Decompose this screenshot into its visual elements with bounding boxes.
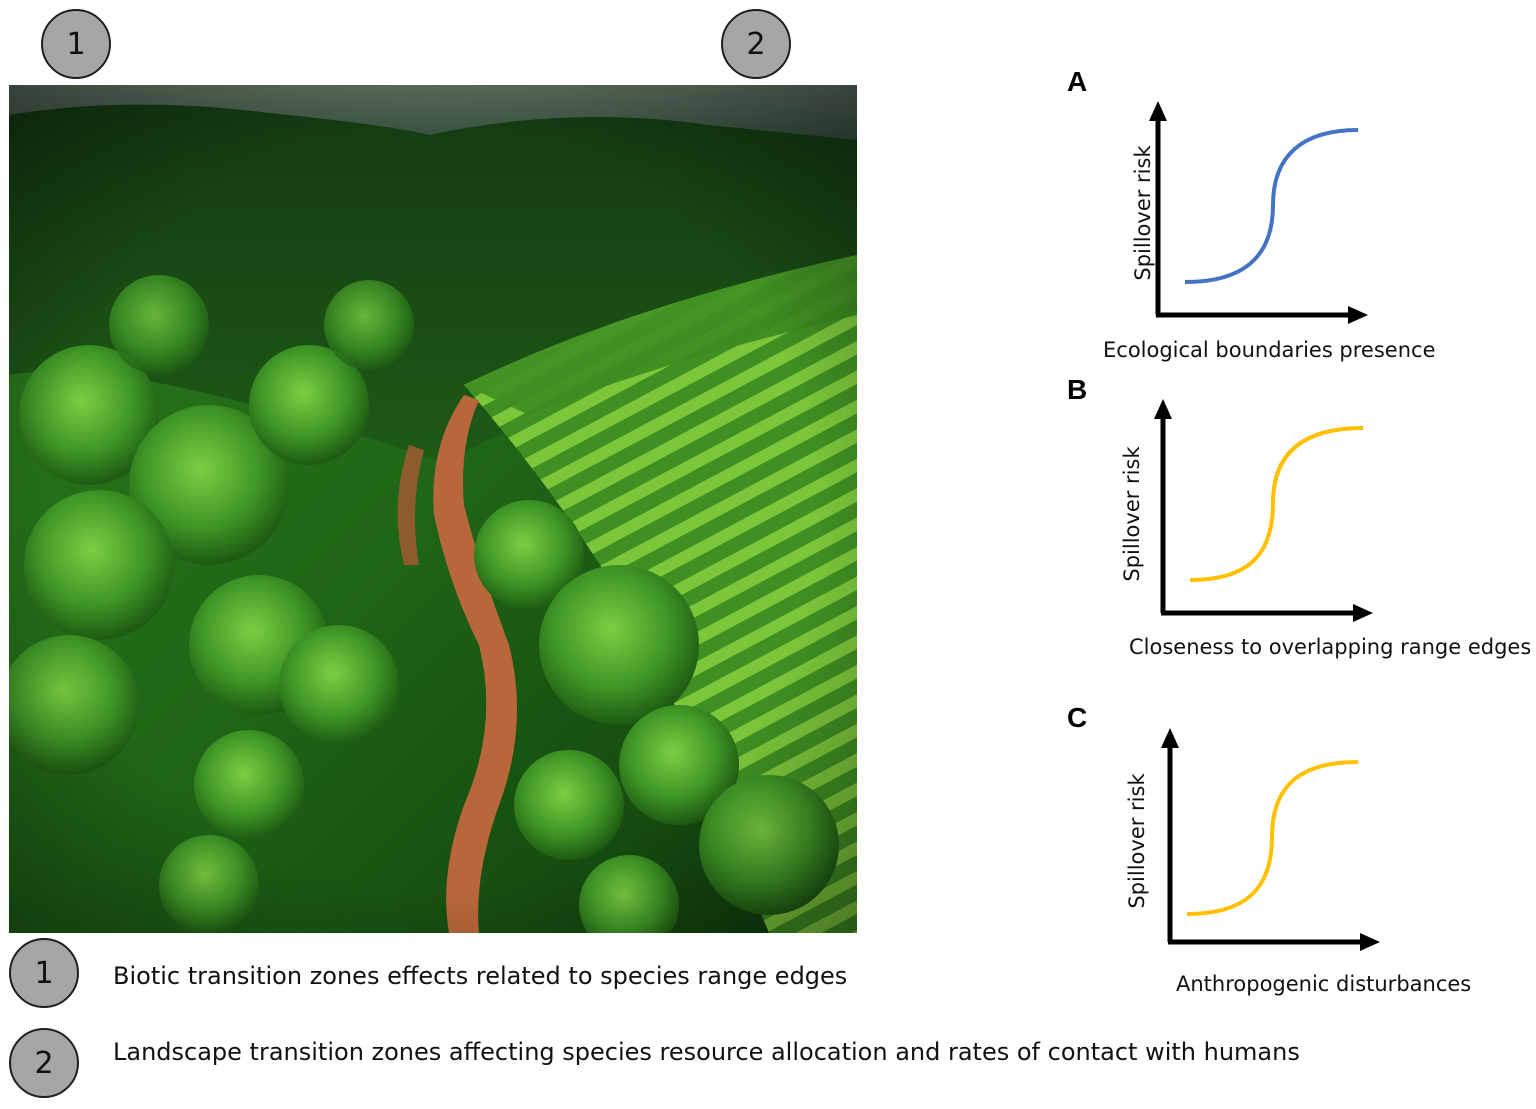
panel-a-curve bbox=[1184, 128, 1359, 284]
panel-a-x-label: Ecological boundaries presence bbox=[1103, 338, 1436, 362]
panel-c-plot bbox=[1161, 728, 1380, 951]
panel-b-letter: B bbox=[1067, 374, 1088, 405]
panel-b-y-label: Spillover risk bbox=[1120, 446, 1144, 582]
legend-1-number: 1 bbox=[34, 955, 54, 991]
legend-1-badge: 1 bbox=[9, 938, 79, 1008]
panel-c-curve bbox=[1186, 760, 1359, 916]
panel-b-x-arrow bbox=[1353, 604, 1373, 622]
legend-2-badge: 2 bbox=[9, 1028, 79, 1098]
legend-2-number: 2 bbox=[34, 1045, 54, 1081]
legend-1-text: Biotic transition zones effects related … bbox=[113, 962, 848, 990]
marker-2-badge: 2 bbox=[721, 9, 791, 79]
panel-b-plot bbox=[1154, 399, 1373, 622]
marker-1-number: 1 bbox=[66, 26, 86, 62]
panel-c-letter: C bbox=[1067, 702, 1088, 733]
panel-c-y-arrow bbox=[1161, 728, 1179, 748]
panel-a-letter: A bbox=[1067, 66, 1088, 97]
panel-b-curve bbox=[1189, 426, 1364, 582]
marker-1-badge: 1 bbox=[41, 9, 111, 79]
panel-a-plot bbox=[1149, 101, 1368, 324]
legend-2-text: Landscape transition zones affecting spe… bbox=[113, 1038, 1300, 1066]
panel-c-y-label: Spillover risk bbox=[1125, 773, 1149, 909]
panel-a-x-arrow bbox=[1348, 306, 1368, 324]
panel-a-y-label: Spillover risk bbox=[1131, 145, 1155, 281]
aerial-forest-photo bbox=[9, 85, 857, 933]
panel-a-y-arrow bbox=[1149, 101, 1167, 121]
panel-c-x-arrow bbox=[1360, 933, 1380, 951]
panel-b-x-label: Closeness to overlapping range edges bbox=[1129, 635, 1532, 659]
marker-2-number: 2 bbox=[746, 26, 766, 62]
panel-b-y-arrow bbox=[1154, 399, 1172, 419]
panel-c-x-label: Anthropogenic disturbances bbox=[1176, 972, 1472, 996]
